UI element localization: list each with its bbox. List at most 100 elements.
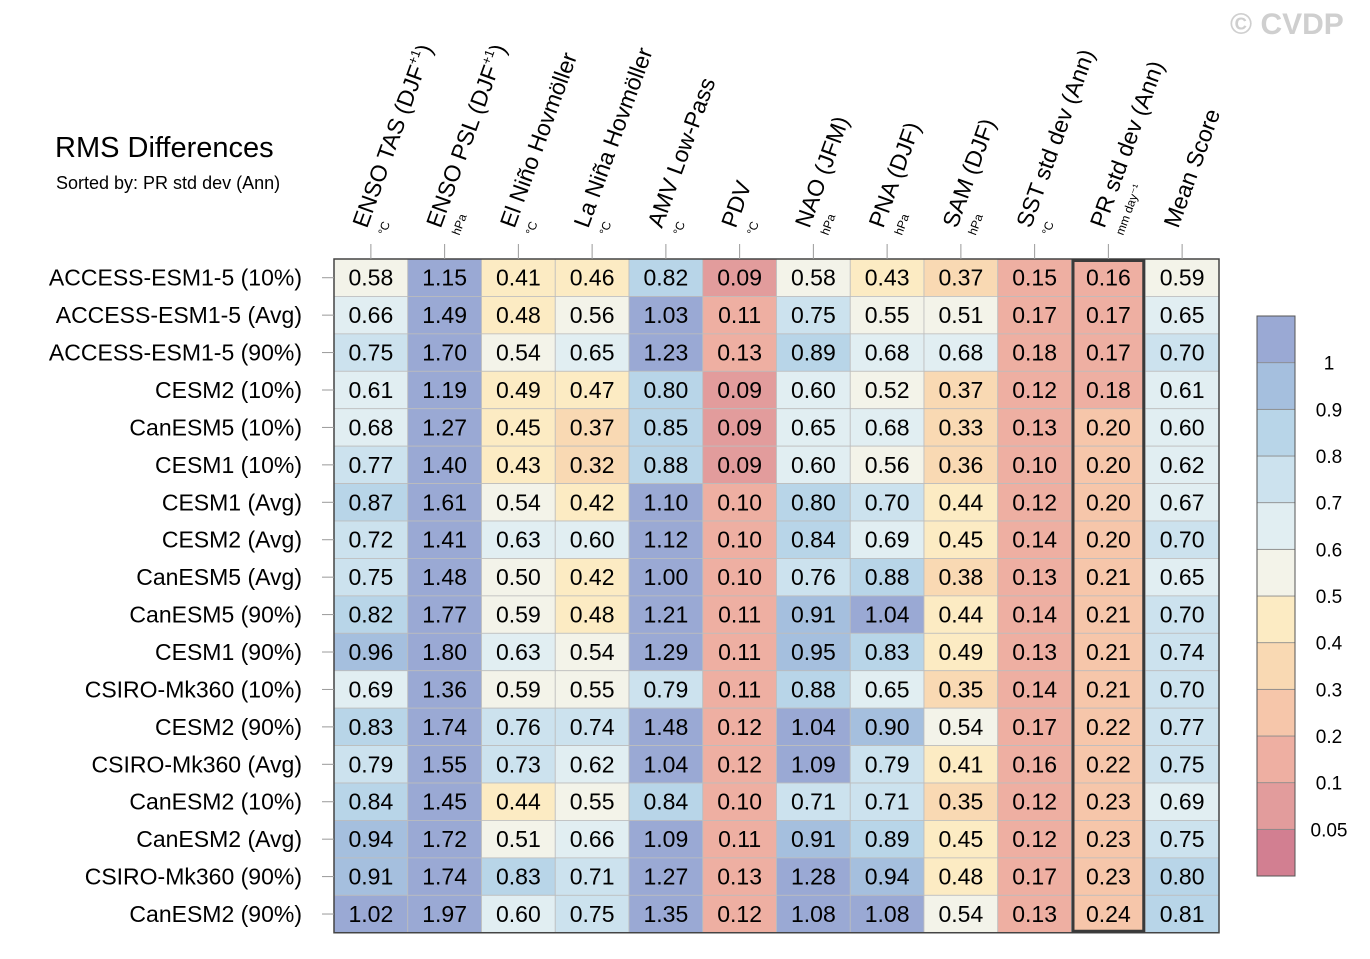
cell-value: 0.74 bbox=[1160, 639, 1205, 665]
heatmap-cell bbox=[554, 258, 630, 297]
cell-value: 0.13 bbox=[717, 864, 762, 890]
column-label-text: NAO (JFM) bbox=[790, 113, 854, 231]
cell-value: 0.75 bbox=[348, 564, 393, 590]
heatmap-cell bbox=[702, 670, 777, 709]
column-label-superscript: +1 bbox=[478, 47, 497, 66]
heatmap-cell bbox=[702, 445, 777, 484]
cell-value: 0.45 bbox=[496, 414, 541, 440]
cell-value: 1.15 bbox=[422, 265, 467, 291]
heatmap-cell bbox=[333, 558, 409, 597]
heatmap-cell bbox=[923, 782, 999, 821]
cell-value: 1.10 bbox=[643, 489, 688, 515]
colorbar-label: 0.6 bbox=[1316, 540, 1342, 561]
cell-value: 0.21 bbox=[1086, 676, 1131, 702]
heatmap-cell bbox=[1071, 483, 1146, 522]
heatmap-cell bbox=[481, 370, 556, 410]
heatmap-cell bbox=[923, 632, 999, 672]
cell-value: 0.75 bbox=[1160, 751, 1205, 777]
colorbar-swatch bbox=[1256, 455, 1296, 504]
heatmap-cell bbox=[702, 745, 777, 784]
heatmap-cell bbox=[333, 745, 409, 784]
heatmap-cell bbox=[628, 520, 704, 559]
cell-value: 0.45 bbox=[938, 527, 983, 553]
cell-value: 1.61 bbox=[422, 489, 467, 515]
cell-value: 1.27 bbox=[643, 864, 688, 890]
cell-value: 0.70 bbox=[1160, 676, 1205, 702]
chart-subtitle: Sorted by: PR std dev (Ann) bbox=[56, 173, 280, 193]
heatmap-cell bbox=[702, 707, 777, 746]
cell-value: 0.76 bbox=[496, 714, 541, 740]
cell-value: 0.85 bbox=[643, 414, 688, 440]
column-label: AMV Low-Pass bbox=[642, 74, 720, 231]
heatmap-cell bbox=[1144, 894, 1220, 934]
row-label: CanESM2 (90%) bbox=[129, 901, 302, 927]
cell-value: 0.70 bbox=[1160, 602, 1205, 628]
cell-value: 0.43 bbox=[865, 265, 910, 291]
heatmap-cell bbox=[481, 558, 556, 597]
cell-value: 0.09 bbox=[717, 377, 762, 403]
colorbar-swatch bbox=[1256, 548, 1296, 597]
column-label-text: Mean Score bbox=[1158, 105, 1225, 230]
cell-value: 0.60 bbox=[496, 901, 541, 927]
cell-value: 0.70 bbox=[865, 489, 910, 515]
heatmap-cell bbox=[333, 857, 409, 896]
heatmap-cell bbox=[776, 632, 851, 672]
column-unit: hPa bbox=[818, 212, 839, 237]
cell-value: 0.63 bbox=[496, 639, 541, 665]
cell-value: 0.47 bbox=[570, 377, 615, 403]
cell-value: 0.83 bbox=[348, 714, 393, 740]
row-label: CanESM5 (90%) bbox=[129, 602, 302, 628]
cell-value: 0.80 bbox=[791, 489, 836, 515]
heatmap-cell bbox=[554, 370, 630, 410]
heatmap-cell bbox=[997, 370, 1072, 410]
cell-value: 0.65 bbox=[865, 676, 910, 702]
column-unit: °C bbox=[597, 219, 615, 237]
heatmap-cell bbox=[849, 445, 925, 484]
cell-value: 0.10 bbox=[717, 489, 762, 515]
cell-value: 0.72 bbox=[348, 527, 393, 553]
heatmap-cell bbox=[1144, 707, 1220, 746]
heatmap-cell bbox=[776, 857, 851, 896]
cell-value: 0.12 bbox=[1012, 826, 1057, 852]
cell-value: 1.35 bbox=[643, 901, 688, 927]
heatmap-cell bbox=[554, 445, 630, 484]
cell-value: 0.13 bbox=[1012, 901, 1057, 927]
cell-value: 0.10 bbox=[717, 789, 762, 815]
heatmap-cell bbox=[407, 707, 482, 746]
heatmap-cell bbox=[481, 820, 556, 859]
cell-value: 1.04 bbox=[865, 602, 910, 628]
heatmap-cell bbox=[554, 745, 630, 784]
heatmap-cell bbox=[333, 333, 409, 372]
cell-value: 0.38 bbox=[938, 564, 983, 590]
cell-value: 0.79 bbox=[643, 676, 688, 702]
cell-value: 0.76 bbox=[791, 564, 836, 590]
cell-value: 0.10 bbox=[1012, 452, 1057, 478]
cell-value: 0.21 bbox=[1086, 564, 1131, 590]
heatmap-cell bbox=[997, 632, 1072, 672]
heatmap-cell bbox=[849, 296, 925, 335]
heatmap-cell bbox=[997, 707, 1072, 746]
cell-value: 1.48 bbox=[643, 714, 688, 740]
heatmap-cell bbox=[849, 782, 925, 821]
colorbar-label: 0.9 bbox=[1316, 400, 1342, 421]
cell-value: 0.84 bbox=[348, 789, 393, 815]
cell-value: 0.49 bbox=[938, 639, 983, 665]
column-label: Mean Score bbox=[1158, 105, 1225, 230]
cell-value: 0.13 bbox=[1012, 564, 1057, 590]
cell-value: 0.50 bbox=[496, 564, 541, 590]
cell-value: 0.59 bbox=[496, 602, 541, 628]
column-label: ENSO TAS (DJF+1) bbox=[346, 40, 437, 230]
cell-value: 0.55 bbox=[865, 302, 910, 328]
cell-value: 0.68 bbox=[938, 340, 983, 366]
column-label: SST std dev (Ann) bbox=[1011, 46, 1100, 231]
grid-frame bbox=[333, 258, 1220, 934]
row-label: CESM1 (90%) bbox=[155, 639, 302, 665]
cell-value: 0.42 bbox=[570, 564, 615, 590]
column-label-text: AMV Low-Pass bbox=[642, 74, 720, 231]
cell-value: 0.63 bbox=[496, 527, 541, 553]
cell-value: 0.21 bbox=[1086, 639, 1131, 665]
heatmap-cell bbox=[333, 820, 409, 859]
colorbar-swatch bbox=[1256, 315, 1296, 364]
cell-value: 0.12 bbox=[1012, 377, 1057, 403]
heatmap-cell bbox=[628, 857, 704, 896]
